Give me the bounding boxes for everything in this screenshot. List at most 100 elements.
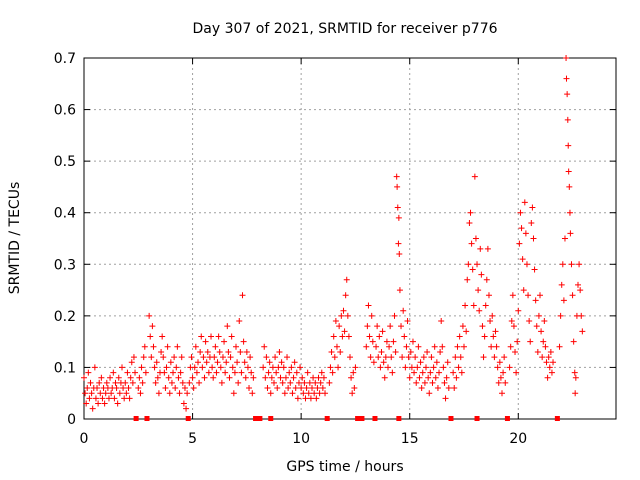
data-point xyxy=(291,359,298,366)
data-point xyxy=(495,379,502,386)
data-point xyxy=(373,343,380,350)
y-tick-label: 0.2 xyxy=(54,309,76,325)
data-point xyxy=(421,379,428,386)
data-point xyxy=(328,348,335,355)
data-point xyxy=(181,385,188,392)
data-point xyxy=(297,364,304,371)
data-point xyxy=(177,369,184,376)
data-point xyxy=(540,338,547,345)
data-point xyxy=(140,354,147,361)
gap-marker xyxy=(257,416,263,421)
data-point xyxy=(502,379,509,386)
data-point xyxy=(281,390,288,397)
data-point xyxy=(215,333,222,340)
data-point xyxy=(314,385,321,392)
data-point xyxy=(128,359,135,366)
data-point xyxy=(408,364,415,371)
data-point xyxy=(515,307,522,314)
data-point xyxy=(312,379,319,386)
data-point xyxy=(236,318,243,325)
data-point xyxy=(419,369,426,376)
data-point xyxy=(471,173,478,180)
data-point xyxy=(512,348,519,355)
data-point xyxy=(364,323,371,330)
data-point xyxy=(217,364,224,371)
data-point xyxy=(273,369,280,376)
data-point xyxy=(428,354,435,361)
data-point xyxy=(402,364,409,371)
data-point xyxy=(521,199,528,206)
data-point xyxy=(337,348,344,355)
data-point xyxy=(432,374,439,381)
data-point xyxy=(197,348,204,355)
y-tick-label: 0.7 xyxy=(54,51,76,67)
y-tick-label: 0.5 xyxy=(54,154,76,170)
data-point xyxy=(331,354,338,361)
data-point xyxy=(376,333,383,340)
data-point xyxy=(518,225,525,232)
y-tick-label: 0.4 xyxy=(54,206,76,222)
data-point xyxy=(263,354,270,361)
data-point xyxy=(399,354,406,361)
data-point xyxy=(351,385,358,392)
data-point xyxy=(237,348,244,355)
data-point xyxy=(416,374,423,381)
data-point xyxy=(249,390,256,397)
data-point xyxy=(401,333,408,340)
data-point xyxy=(390,338,397,345)
data-point xyxy=(141,343,148,350)
data-point xyxy=(127,374,134,381)
data-point xyxy=(286,369,293,376)
data-point xyxy=(153,359,160,366)
data-point xyxy=(290,374,297,381)
data-point xyxy=(250,374,257,381)
data-point xyxy=(137,390,144,397)
data-point xyxy=(160,354,167,361)
data-point xyxy=(196,379,203,386)
data-point xyxy=(112,379,119,386)
data-point xyxy=(311,390,318,397)
data-point xyxy=(501,354,508,361)
data-point xyxy=(199,364,206,371)
data-point xyxy=(278,359,285,366)
data-point xyxy=(375,354,382,361)
data-point xyxy=(301,379,308,386)
data-point xyxy=(322,390,329,397)
data-point xyxy=(423,364,429,371)
data-point xyxy=(452,354,459,361)
data-point xyxy=(564,91,571,98)
data-point xyxy=(113,385,120,392)
x-tick-label: 15 xyxy=(401,431,419,447)
data-point xyxy=(211,354,218,361)
data-point xyxy=(514,338,521,345)
data-point xyxy=(223,359,230,366)
data-point xyxy=(570,338,577,345)
data-point xyxy=(172,385,179,392)
data-point xyxy=(264,385,271,392)
data-point xyxy=(266,359,273,366)
data-point xyxy=(282,374,289,381)
data-point xyxy=(365,302,372,309)
x-tick-label: 5 xyxy=(188,431,197,447)
data-point xyxy=(403,343,410,350)
data-point xyxy=(559,261,566,268)
data-point xyxy=(335,364,342,371)
gap-marker xyxy=(396,416,402,421)
data-point xyxy=(455,364,462,371)
data-point xyxy=(330,333,337,340)
data-point xyxy=(479,323,486,330)
data-point xyxy=(171,354,178,361)
data-point xyxy=(474,261,481,268)
data-point xyxy=(303,385,310,392)
data-point xyxy=(224,323,231,330)
data-point xyxy=(414,364,421,371)
data-point xyxy=(241,359,248,366)
data-point xyxy=(139,379,146,386)
data-point xyxy=(431,343,438,350)
data-point xyxy=(293,369,300,376)
data-point xyxy=(463,328,470,335)
data-point xyxy=(147,333,154,340)
data-point xyxy=(126,395,133,402)
data-point xyxy=(543,359,550,366)
plot-frame xyxy=(83,57,617,420)
